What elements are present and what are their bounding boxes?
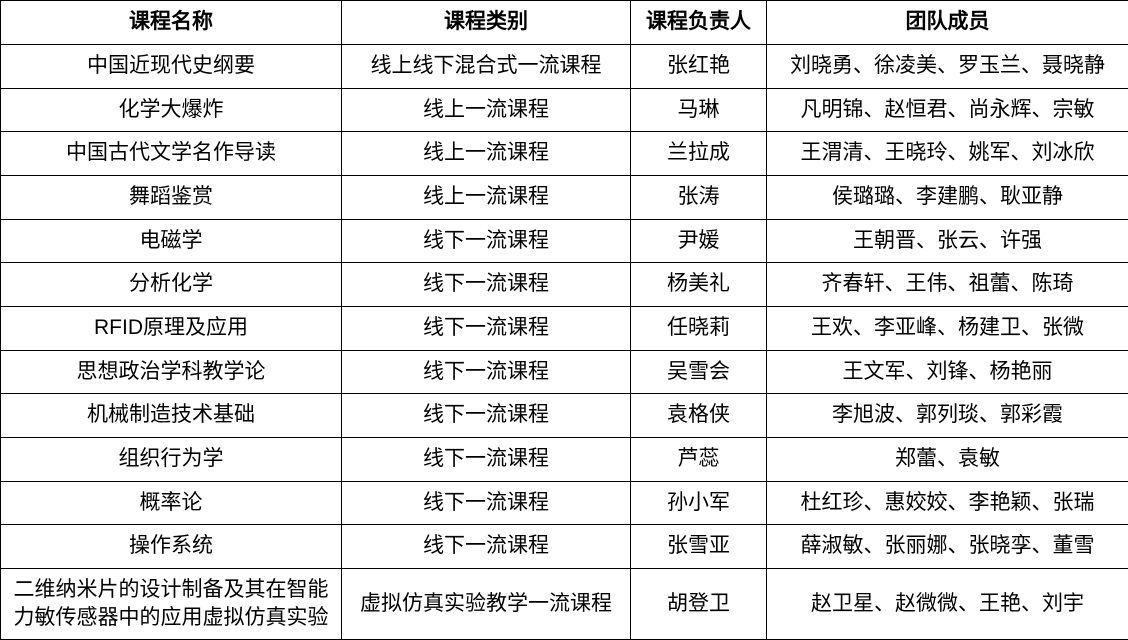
cell-course-name: RFID原理及应用 [0,305,342,351]
cell-team-members: 郑蕾、袁敏 [766,436,1128,482]
cell-course-name: 机械制造技术基础 [0,393,342,438]
cell-course-leader: 张红艳 [630,44,767,89]
column-header-team-members: 团队成员 [766,0,1128,45]
table-row: 分析化学 线下一流课程 杨美礼 齐春轩、王伟、祖蕾、陈琦 [0,262,1128,307]
cell-course-leader: 任晓莉 [630,305,767,351]
cell-course-category: 线下一流课程 [341,393,631,438]
cell-team-members: 侯璐璐、李建鹏、耿亚静 [766,174,1128,220]
table-row: 概率论 线下一流课程 孙小军 杜红珍、惠姣姣、李艳颖、张瑞 [0,480,1128,526]
cell-course-category: 线下一流课程 [341,305,631,351]
cell-team-members: 王朝晋、张云、许强 [766,218,1128,264]
cell-course-name: 操作系统 [0,524,342,569]
cell-course-category: 线下一流课程 [341,524,631,569]
cell-team-members: 王文军、刘锋、杨艳丽 [766,349,1128,395]
cell-course-leader: 张雪亚 [630,524,767,569]
cell-course-name: 组织行为学 [0,436,342,482]
cell-course-category: 线上一流课程 [341,87,631,133]
cell-team-members: 王渭清、王晓玲、姚军、刘冰欣 [766,131,1128,176]
cell-course-category: 线下一流课程 [341,218,631,264]
table-row: RFID原理及应用 线下一流课程 任晓莉 王欢、李亚峰、杨建卫、张微 [0,305,1128,351]
cell-course-category: 线下一流课程 [341,480,631,526]
cell-course-leader: 胡登卫 [630,567,767,640]
cell-team-members: 凡明锦、赵恒君、尚永辉、宗敏 [766,87,1128,133]
table-row: 中国近现代史纲要 线上线下混合式一流课程 张红艳 刘晓勇、徐凌美、罗玉兰、聂晓静 [0,44,1128,89]
cell-course-category: 线上一流课程 [341,131,631,176]
cell-course-category: 虚拟仿真实验教学一流课程 [341,567,631,640]
column-header-course-category: 课程类别 [341,0,631,45]
cell-course-name: 舞蹈鉴赏 [0,174,342,220]
table-row: 电磁学 线下一流课程 尹媛 王朝晋、张云、许强 [0,218,1128,264]
cell-course-name: 电磁学 [0,218,342,264]
table-body: 中国近现代史纲要 线上线下混合式一流课程 张红艳 刘晓勇、徐凌美、罗玉兰、聂晓静 化学大… [0,44,1128,640]
cell-course-category: 线下一流课程 [341,436,631,482]
column-header-course-leader: 课程负责人 [630,0,767,45]
table-row: 思想政治学科教学论 线下一流课程 吴雪会 王文军、刘锋、杨艳丽 [0,349,1128,395]
cell-team-members: 刘晓勇、徐凌美、罗玉兰、聂晓静 [766,44,1128,89]
cell-course-name: 概率论 [0,480,342,526]
cell-course-leader: 杨美礼 [630,262,767,307]
cell-course-name: 化学大爆炸 [0,87,342,133]
cell-course-leader: 张涛 [630,174,767,220]
cell-course-leader: 芦蕊 [630,436,767,482]
cell-team-members: 王欢、李亚峰、杨建卫、张微 [766,305,1128,351]
table-row: 化学大爆炸 线上一流课程 马琳 凡明锦、赵恒君、尚永辉、宗敏 [0,87,1128,133]
cell-team-members: 赵卫星、赵微微、王艳、刘宇 [766,567,1128,640]
cell-team-members: 杜红珍、惠姣姣、李艳颖、张瑞 [766,480,1128,526]
column-header-course-name: 课程名称 [0,0,342,45]
cell-course-leader: 袁格侠 [630,393,767,438]
cell-course-leader: 兰拉成 [630,131,767,176]
cell-course-category: 线上一流课程 [341,174,631,220]
cell-course-leader: 孙小军 [630,480,767,526]
cell-course-leader: 尹媛 [630,218,767,264]
cell-course-name: 二维纳米片的设计制备及其在智能力敏传感器中的应用虚拟仿真实验 [0,567,342,640]
cell-team-members: 薛淑敏、张丽娜、张晓孪、董雪 [766,524,1128,569]
cell-course-category: 线上线下混合式一流课程 [341,44,631,89]
header-row: 课程名称 课程类别 课程负责人 团队成员 [0,0,1128,45]
cell-course-name: 中国近现代史纲要 [0,44,342,89]
table-header: 课程名称 课程类别 课程负责人 团队成员 [0,0,1128,45]
cell-course-category: 线下一流课程 [341,262,631,307]
table-row: 中国古代文学名作导读 线上一流课程 兰拉成 王渭清、王晓玲、姚军、刘冰欣 [0,131,1128,176]
cell-course-category: 线下一流课程 [341,349,631,395]
table-row: 组织行为学 线下一流课程 芦蕊 郑蕾、袁敏 [0,436,1128,482]
table-row: 舞蹈鉴赏 线上一流课程 张涛 侯璐璐、李建鹏、耿亚静 [0,174,1128,220]
cell-team-members: 齐春轩、王伟、祖蕾、陈琦 [766,262,1128,307]
cell-course-name: 思想政治学科教学论 [0,349,342,395]
table-row: 操作系统 线下一流课程 张雪亚 薛淑敏、张丽娜、张晓孪、董雪 [0,524,1128,569]
cell-course-leader: 马琳 [630,87,767,133]
cell-team-members: 李旭波、郭列琰、郭彩霞 [766,393,1128,438]
cell-course-name: 中国古代文学名作导读 [0,131,342,176]
cell-course-leader: 吴雪会 [630,349,767,395]
table-row: 二维纳米片的设计制备及其在智能力敏传感器中的应用虚拟仿真实验 虚拟仿真实验教学一流… [0,567,1128,640]
cell-course-name: 分析化学 [0,262,342,307]
table-row: 机械制造技术基础 线下一流课程 袁格侠 李旭波、郭列琰、郭彩霞 [0,393,1128,438]
